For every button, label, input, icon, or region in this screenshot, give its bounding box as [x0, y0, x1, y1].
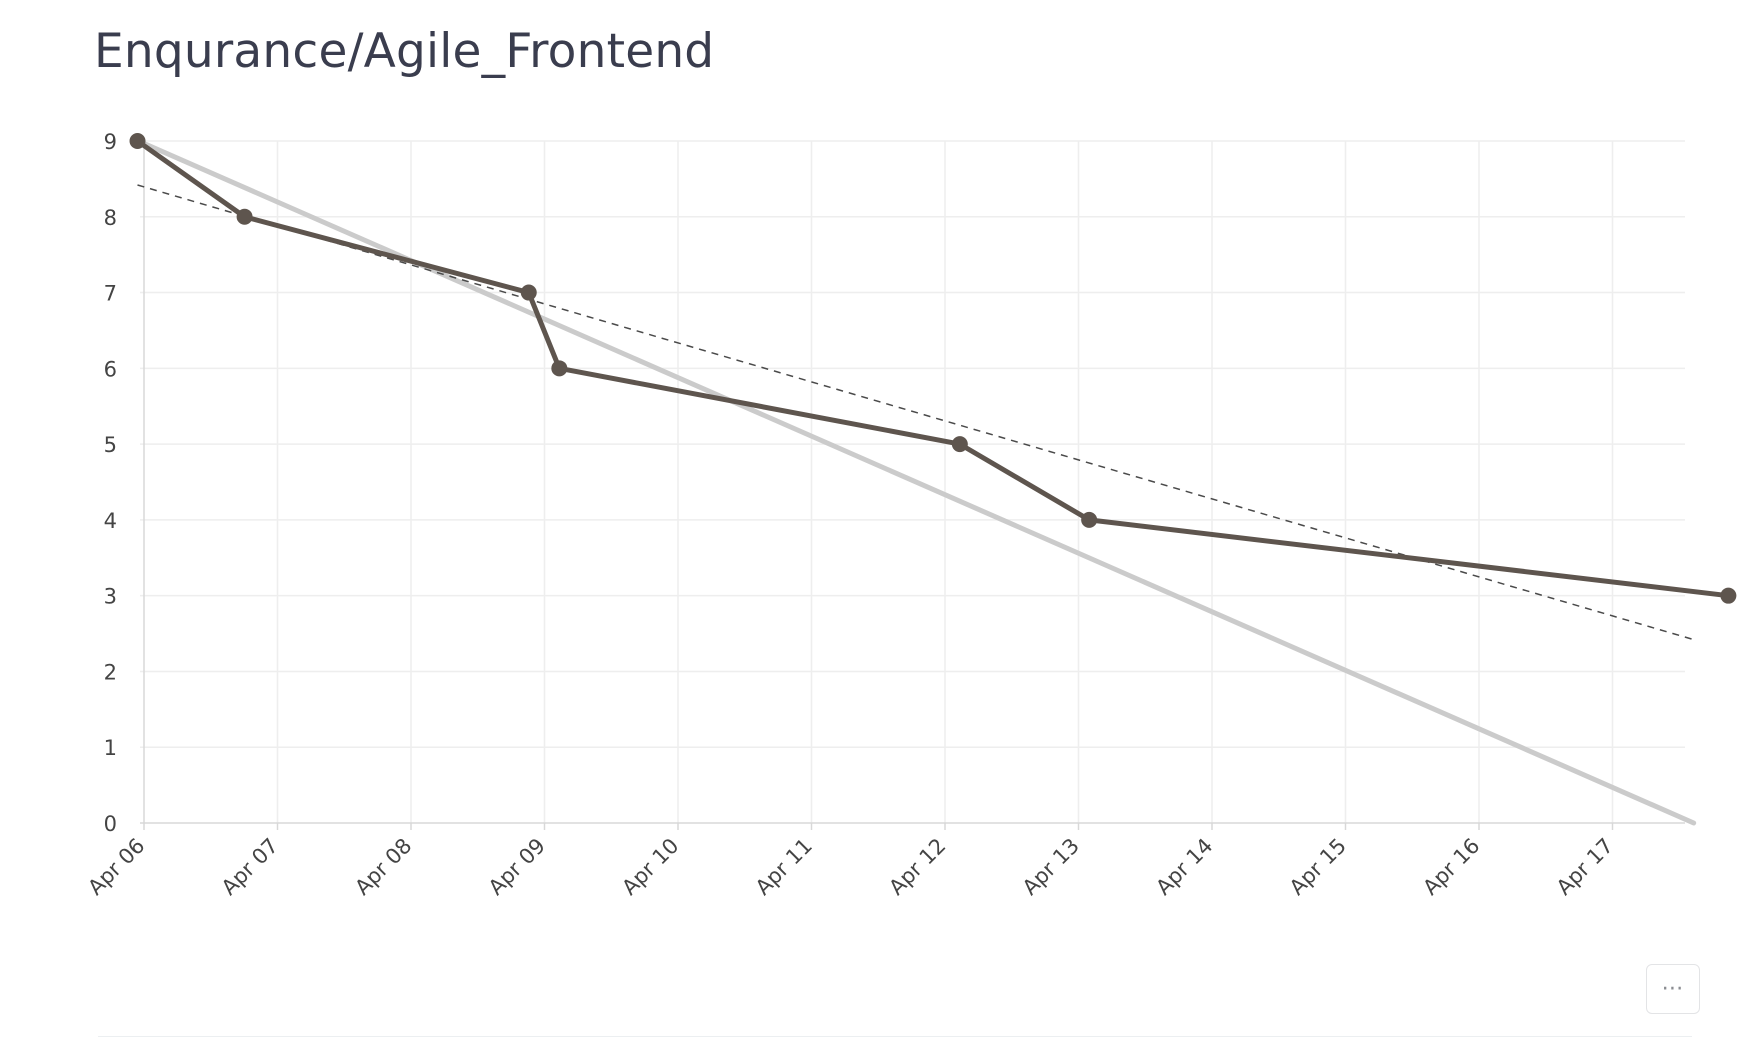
ideal-burndown-line — [135, 138, 1697, 826]
data-point — [236, 208, 253, 225]
more-options-button[interactable]: ⋯ — [1646, 964, 1700, 1014]
x-tick-label: Apr 09 — [484, 834, 550, 900]
x-tick-label: Apr 16 — [1418, 834, 1484, 900]
data-point — [951, 436, 968, 453]
y-tick-labels: 0 1 2 3 4 5 6 7 8 9 — [104, 130, 117, 836]
x-tick-labels: Apr 06 Apr 07 Apr 08 Apr 09 Apr 10 Apr 11 Apr … — [83, 834, 1618, 900]
x-tick-label: Apr 14 — [1151, 834, 1217, 900]
x-tick-label: Apr 15 — [1285, 834, 1351, 900]
y-tick-label: 0 — [104, 812, 117, 836]
x-tick-label: Apr 10 — [617, 834, 683, 900]
chart-grid — [140, 140, 1685, 823]
y-tick-label: 6 — [104, 357, 117, 381]
data-point — [551, 360, 568, 377]
bottom-divider — [98, 1036, 1692, 1037]
y-tick-label: 1 — [104, 736, 117, 760]
x-tick-label: Apr 17 — [1552, 834, 1618, 900]
y-tick-label: 4 — [104, 509, 117, 533]
x-tick-label: Apr 06 — [83, 834, 149, 900]
y-tick-label: 3 — [104, 585, 117, 609]
y-tick-label: 5 — [104, 433, 117, 457]
data-point — [1720, 587, 1737, 604]
page-title: Enqurance/Agile_Frontend — [94, 24, 715, 79]
x-tick-label: Apr 11 — [751, 834, 817, 900]
chart-axes — [140, 141, 1685, 830]
data-point — [129, 133, 146, 149]
data-point — [1081, 511, 1098, 528]
x-tick-label: Apr 13 — [1018, 834, 1084, 900]
x-tick-label: Apr 07 — [217, 834, 283, 900]
x-tick-label: Apr 08 — [350, 834, 416, 900]
y-tick-label: 8 — [104, 206, 117, 230]
y-tick-label: 7 — [104, 282, 117, 306]
chart-series — [129, 133, 1737, 826]
y-tick-label: 2 — [104, 660, 117, 684]
data-point — [520, 284, 537, 301]
x-tick-label: Apr 12 — [884, 834, 950, 900]
trend-line — [137, 184, 1694, 641]
y-tick-label: 9 — [104, 130, 117, 154]
